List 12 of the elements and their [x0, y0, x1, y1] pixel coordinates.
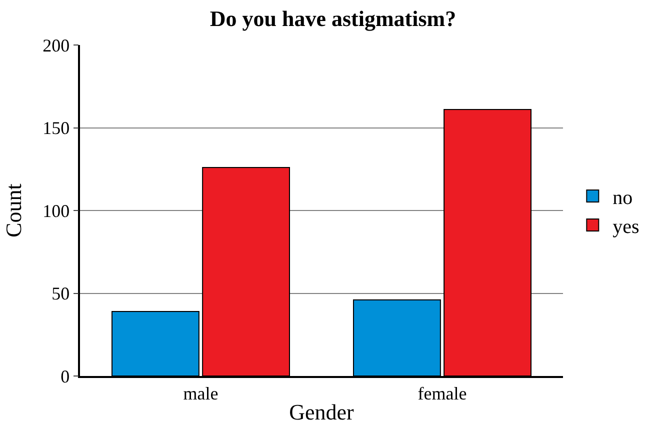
y-tick-label: 0 — [60, 366, 70, 386]
y-tick-label: 200 — [42, 35, 70, 56]
y-tick-label: 150 — [42, 118, 70, 138]
x-axis-title: Gender — [289, 400, 355, 425]
y-tick-label: 50 — [52, 284, 70, 304]
legend-label: yes — [612, 216, 640, 238]
legend-label: no — [612, 186, 633, 209]
x-tick-label: male — [183, 383, 218, 404]
y-tick-label: 100 — [42, 200, 70, 221]
y-axis-title: Count — [0, 184, 26, 238]
x-tick-label: female — [418, 383, 467, 404]
chart-title: Do you have astigmatism? — [210, 6, 456, 32]
